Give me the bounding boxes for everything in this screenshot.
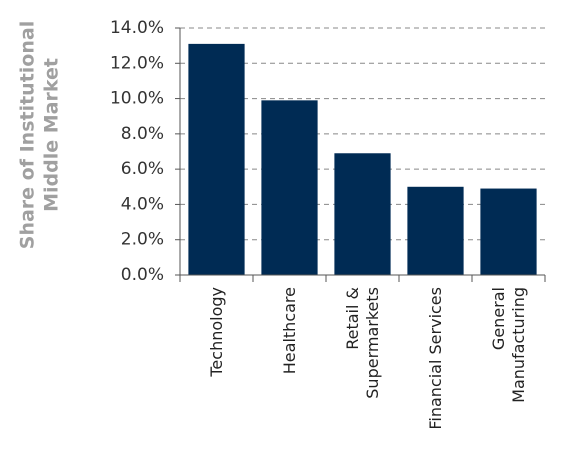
y-tick-label: 6.0% — [121, 159, 164, 179]
y-tick-label: 4.0% — [121, 194, 164, 214]
x-tick-label: Financial Services — [425, 287, 445, 430]
bar — [480, 188, 537, 275]
y-label-line: Middle Market — [41, 58, 63, 212]
y-tick-label: 8.0% — [121, 124, 164, 144]
y-tick-label: 2.0% — [121, 230, 164, 250]
x-tick-label: General Manufacturing — [488, 287, 528, 403]
x-tick-label: Healthcare — [279, 287, 299, 375]
bar — [188, 43, 245, 275]
x-tick-label: Retail & Supermarkets — [342, 287, 382, 399]
y-tick-label: 0.0% — [121, 265, 164, 285]
y-tick-label: 10.0% — [110, 89, 164, 109]
y-label-line: Share of Institutional — [17, 21, 39, 249]
bar — [407, 186, 464, 275]
bar — [261, 100, 318, 275]
y-tick-label: 12.0% — [110, 53, 164, 73]
y-label: Share of Institutional Middle Market — [17, 21, 63, 249]
x-tick-label: Technology — [206, 287, 226, 377]
bar — [334, 153, 391, 275]
y-tick-label: 14.0% — [110, 18, 164, 38]
